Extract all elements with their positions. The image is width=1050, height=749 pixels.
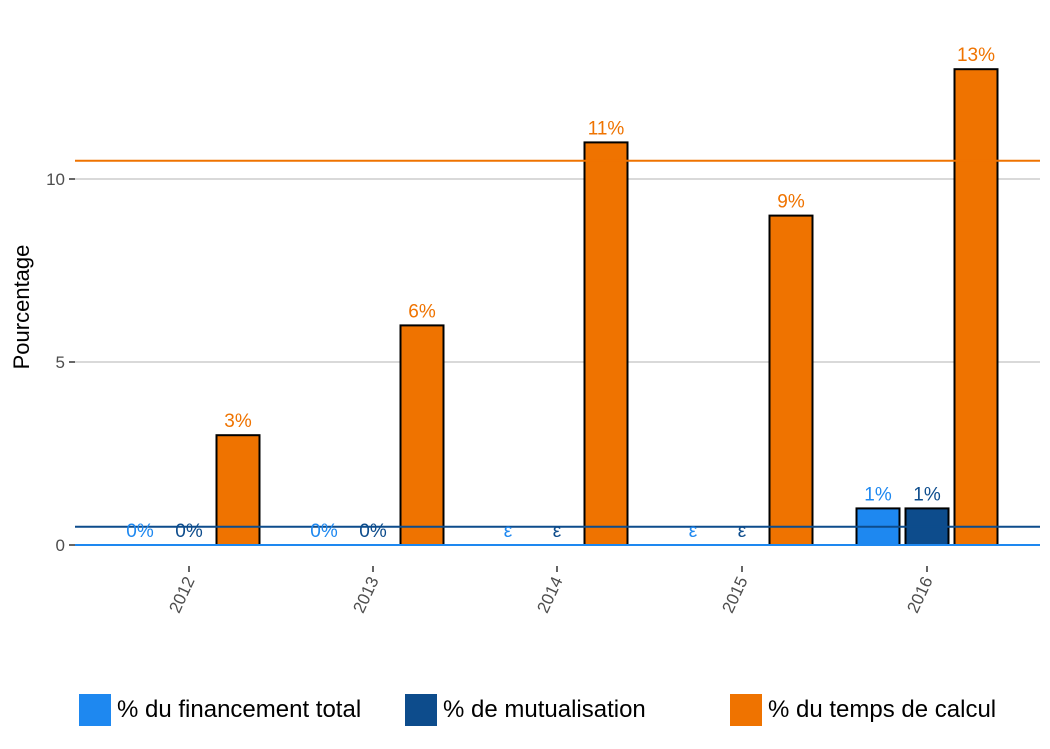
legend-item-temps-calcul: % du temps de calcul (730, 688, 996, 732)
reference-lines (75, 159, 1040, 546)
bar (215, 434, 261, 547)
data-label: 3% (224, 411, 252, 432)
legend-swatch (79, 694, 111, 726)
bar (953, 68, 999, 546)
legend: % du financement total % de mutualisatio… (0, 688, 1050, 732)
x-tick-label: 2013 (349, 574, 382, 616)
legend-swatch (730, 694, 762, 726)
data-label: 0% (175, 521, 203, 542)
data-label: ε (738, 521, 747, 542)
y-axis-label: Pourcentage (9, 245, 34, 370)
legend-item-financement: % du financement total (79, 688, 361, 732)
bars (118, 68, 999, 547)
bar (583, 141, 629, 546)
data-label: 1% (864, 484, 892, 505)
y-axis: 0 5 10 (46, 170, 75, 555)
data-label: ε (689, 521, 698, 542)
data-label: 6% (408, 301, 436, 322)
data-label: ε (553, 521, 562, 542)
bar-labels: 0% 0% 3% 0% 0% 6% ε ε 11% ε ε 9% 1% 1% 13% (126, 45, 995, 542)
data-label: 13% (957, 45, 995, 66)
data-label: ε (504, 521, 513, 542)
legend-label: % du temps de calcul (768, 696, 997, 723)
data-label: 11% (588, 118, 625, 139)
legend-swatch (405, 694, 437, 726)
y-tick-label: 0 (56, 536, 65, 555)
legend-label: % du financement total (117, 696, 362, 723)
legend-label: % de mutualisation (443, 696, 646, 723)
bar (768, 214, 814, 546)
legend-item-mutualisation: % de mutualisation (405, 688, 646, 732)
data-label: 9% (777, 192, 805, 213)
y-tick-label: 5 (56, 353, 65, 372)
x-tick-label: 2012 (165, 574, 198, 616)
data-label: 1% (913, 484, 941, 505)
x-tick-label: 2014 (533, 574, 566, 616)
x-tick-label: 2015 (718, 574, 751, 616)
data-label: 0% (359, 521, 387, 542)
data-label: 0% (126, 521, 154, 542)
data-label: 0% (310, 521, 338, 542)
bar (399, 324, 445, 546)
y-tick-label: 10 (46, 170, 65, 189)
x-axis: 2012 2013 2014 2015 2016 (165, 566, 937, 616)
x-tick-label: 2016 (903, 574, 936, 616)
